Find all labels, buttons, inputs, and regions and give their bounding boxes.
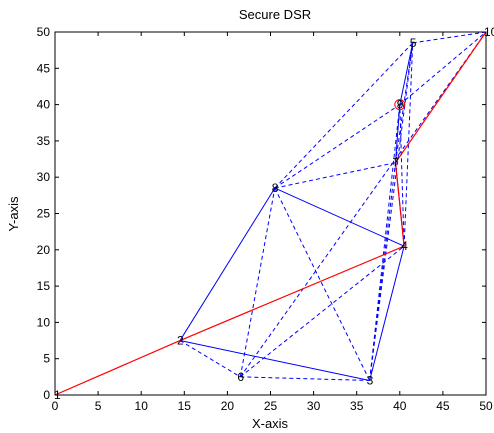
y-tick-label-45: 45 (37, 61, 51, 75)
y-tick-label-15: 15 (37, 279, 51, 293)
dashed-link-9-10 (399, 31, 487, 105)
node-label-6: 6 (237, 370, 244, 384)
dashed-link-5-10 (412, 31, 487, 44)
x-tick-label-45: 45 (436, 399, 450, 413)
x-tick-label-15: 15 (178, 399, 192, 413)
x-tick-label-50: 50 (479, 399, 493, 413)
dashed-link-6-10 (239, 31, 487, 378)
y-tick-label-30: 30 (37, 170, 51, 184)
dashed-link-4-9 (399, 104, 405, 247)
y-tick-label-5: 5 (43, 352, 50, 366)
x-axis-ticks: 0 5 10 15 20 25 30 35 40 45 50 (52, 32, 493, 413)
node-label-8: 8 (272, 181, 279, 195)
x-tick-label-35: 35 (350, 399, 364, 413)
dashed-link-6-8 (239, 188, 276, 377)
dashed-link-8-5 (274, 42, 414, 189)
dashed-link-3-9 (369, 104, 401, 381)
node-label-9: 9 (397, 98, 404, 112)
solid-link-9-5 (399, 42, 414, 105)
dashed-link-6-3 (240, 376, 370, 381)
node-label-2: 2 (177, 334, 184, 348)
y-tick-label-0: 0 (43, 388, 50, 402)
dashed-link-2-6 (179, 340, 241, 378)
y-tick-label-25: 25 (37, 207, 51, 221)
x-tick-label-10: 10 (135, 399, 149, 413)
node-label-4: 4 (401, 239, 408, 253)
node-label-5: 5 (410, 36, 417, 50)
solid-link-2-8 (179, 187, 276, 341)
x-axis-title: X-axis (252, 416, 289, 431)
y-tick-label-35: 35 (37, 134, 51, 148)
y-tick-label-50: 50 (37, 25, 51, 39)
y-tick-label-10: 10 (37, 315, 51, 329)
node-label-10: 10 (484, 25, 494, 39)
node-marker-9 (394, 99, 406, 111)
x-tick-label-0: 0 (52, 399, 59, 413)
x-tick-label-40: 40 (393, 399, 407, 413)
dashed-link-7-5 (394, 42, 414, 163)
solid-link-2-3 (179, 340, 370, 381)
y-tick-label-40: 40 (37, 98, 51, 112)
y-tick-label-20: 20 (37, 243, 51, 257)
x-tick-label-25: 25 (264, 399, 278, 413)
secure-route (54, 31, 487, 396)
solid-link-7-9 (394, 104, 401, 163)
chart-title: Secure DSR (239, 7, 311, 22)
x-tick-label-5: 5 (95, 399, 102, 413)
node-label-7: 7 (392, 156, 399, 170)
solid-link-8-4 (274, 187, 405, 247)
solid-link-3-4 (369, 246, 405, 381)
dashed-link-8-3 (274, 187, 371, 381)
route-line (54, 31, 487, 396)
x-tick-label-20: 20 (221, 399, 235, 413)
node-label-3: 3 (367, 373, 374, 387)
y-axis-title: Y-axis (6, 196, 21, 231)
x-tick-label-30: 30 (307, 399, 321, 413)
